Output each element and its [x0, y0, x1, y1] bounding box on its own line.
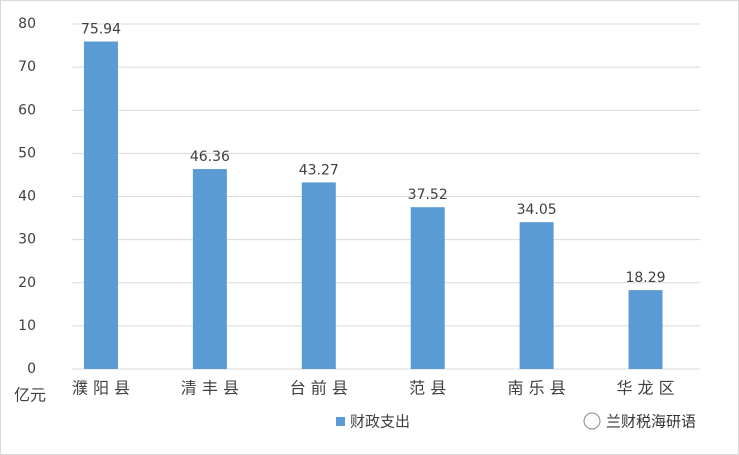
x-tick-label: 南 乐 县 [508, 379, 566, 398]
bar [628, 290, 663, 369]
data-label: 43.27 [299, 162, 339, 178]
y-tick-label: 60 [18, 102, 36, 118]
watermark-icon [583, 412, 601, 430]
y-tick-label: 40 [18, 189, 36, 205]
x-tick-label: 清 丰 县 [181, 379, 239, 398]
legend-label: 财政支出 [350, 413, 410, 431]
data-label: 46.36 [190, 149, 230, 165]
watermark-text: 兰财税海研语 [606, 413, 696, 431]
data-label: 75.94 [81, 22, 121, 38]
y-tick-label: 80 [18, 16, 36, 32]
x-tick-label: 台 前 县 [290, 379, 348, 398]
y-tick-label: 50 [18, 145, 36, 161]
bar [192, 169, 227, 369]
y-unit: 亿元 [14, 386, 46, 405]
x-tick-label: 范 县 [409, 379, 446, 398]
watermark: 兰财税海研语 [583, 412, 696, 431]
x-tick-label: 濮 阳 县 [72, 379, 130, 398]
y-tick-label: 0 [27, 361, 36, 377]
legend-swatch [336, 417, 345, 426]
data-label: 34.05 [517, 202, 557, 218]
y-tick-label: 30 [18, 232, 36, 248]
y-tick-label: 20 [18, 275, 36, 291]
bar [519, 222, 554, 369]
y-tick-label: 70 [18, 59, 36, 75]
x-tick-label: 华 龙 区 [616, 379, 674, 398]
y-tick-label: 10 [18, 318, 36, 334]
bar [83, 41, 118, 369]
bar [410, 207, 445, 369]
data-label: 18.29 [625, 270, 665, 286]
data-label: 37.52 [408, 187, 448, 203]
bar [301, 182, 336, 369]
